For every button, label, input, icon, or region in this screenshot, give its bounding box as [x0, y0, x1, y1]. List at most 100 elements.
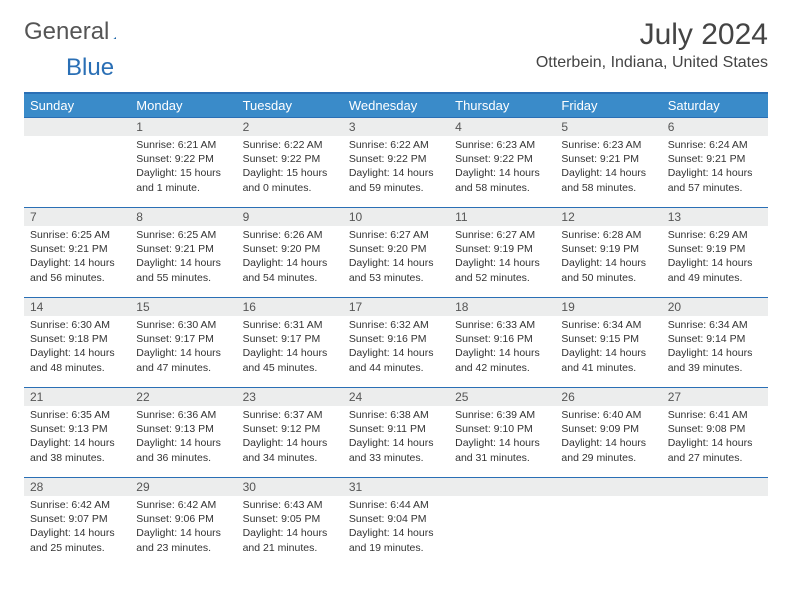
sunrise-text: Sunrise: 6:43 AM — [243, 498, 337, 512]
weekday-header: Friday — [555, 93, 661, 117]
day-number: 10 — [343, 207, 449, 226]
sunrise-text: Sunrise: 6:42 AM — [136, 498, 230, 512]
day-details: Sunrise: 6:24 AMSunset: 9:21 PMDaylight:… — [662, 136, 768, 199]
calendar-cell: 27Sunrise: 6:41 AMSunset: 9:08 PMDayligh… — [662, 387, 768, 477]
day-details: Sunrise: 6:40 AMSunset: 9:09 PMDaylight:… — [555, 406, 661, 469]
daylight-text: Daylight: 14 hours and 34 minutes. — [243, 436, 337, 464]
day-number: 2 — [237, 117, 343, 136]
sunset-text: Sunset: 9:19 PM — [455, 242, 549, 256]
sunrise-text: Sunrise: 6:31 AM — [243, 318, 337, 332]
weekday-header-row: SundayMondayTuesdayWednesdayThursdayFrid… — [24, 93, 768, 117]
calendar-cell: 23Sunrise: 6:37 AMSunset: 9:12 PMDayligh… — [237, 387, 343, 477]
sunrise-text: Sunrise: 6:35 AM — [30, 408, 124, 422]
calendar-body: 1Sunrise: 6:21 AMSunset: 9:22 PMDaylight… — [24, 117, 768, 567]
sunrise-text: Sunrise: 6:28 AM — [561, 228, 655, 242]
day-details: Sunrise: 6:35 AMSunset: 9:13 PMDaylight:… — [24, 406, 130, 469]
calendar-table: SundayMondayTuesdayWednesdayThursdayFrid… — [24, 92, 768, 567]
sunset-text: Sunset: 9:15 PM — [561, 332, 655, 346]
sunrise-text: Sunrise: 6:29 AM — [668, 228, 762, 242]
calendar-cell: 21Sunrise: 6:35 AMSunset: 9:13 PMDayligh… — [24, 387, 130, 477]
sunset-text: Sunset: 9:19 PM — [668, 242, 762, 256]
calendar-cell: 30 Sunrise: 6:43 AMSunset: 9:05 PMDayligh… — [237, 477, 343, 567]
day-details: Sunrise: 6:25 AMSunset: 9:21 PMDaylight:… — [24, 226, 130, 289]
day-details: Sunrise: 6:30 AMSunset: 9:17 PMDaylight:… — [130, 316, 236, 379]
day-details: Sunrise: 6:44 AMSunset: 9:04 PMDaylight:… — [343, 496, 449, 559]
day-number: 9 — [237, 207, 343, 226]
weekday-header: Wednesday — [343, 93, 449, 117]
calendar-cell: 3Sunrise: 6:22 AMSunset: 9:22 PMDaylight… — [343, 117, 449, 207]
sunset-text: Sunset: 9:22 PM — [349, 152, 443, 166]
day-number: 4 — [449, 117, 555, 136]
day-number: 30 — [237, 477, 343, 496]
sunset-text: Sunset: 9:17 PM — [136, 332, 230, 346]
day-number-empty — [24, 117, 130, 136]
daylight-text: Daylight: 14 hours and 49 minutes. — [668, 256, 762, 284]
calendar-row: 7Sunrise: 6:25 AMSunset: 9:21 PMDaylight… — [24, 207, 768, 297]
day-details: Sunrise: 6:41 AMSunset: 9:08 PMDaylight:… — [662, 406, 768, 469]
calendar-cell: 26Sunrise: 6:40 AMSunset: 9:09 PMDayligh… — [555, 387, 661, 477]
day-details: Sunrise: 6:42 AMSunset: 9:07 PMDaylight:… — [24, 496, 130, 559]
day-details: Sunrise: 6:38 AMSunset: 9:11 PMDaylight:… — [343, 406, 449, 469]
day-number: 8 — [130, 207, 236, 226]
day-number: 26 — [555, 387, 661, 406]
sunset-text: Sunset: 9:09 PM — [561, 422, 655, 436]
sunrise-text: Sunrise: 6:37 AM — [243, 408, 337, 422]
day-number: 23 — [237, 387, 343, 406]
calendar-cell: 13Sunrise: 6:29 AMSunset: 9:19 PMDayligh… — [662, 207, 768, 297]
sunset-text: Sunset: 9:20 PM — [349, 242, 443, 256]
day-number: 27 — [662, 387, 768, 406]
daylight-text: Daylight: 14 hours and 19 minutes. — [349, 526, 443, 554]
day-number: 16 — [237, 297, 343, 316]
day-number: 31 — [343, 477, 449, 496]
sunrise-text: Sunrise: 6:32 AM — [349, 318, 443, 332]
sunset-text: Sunset: 9:19 PM — [561, 242, 655, 256]
calendar-cell: 20Sunrise: 6:34 AMSunset: 9:14 PMDayligh… — [662, 297, 768, 387]
sunset-text: Sunset: 9:21 PM — [668, 152, 762, 166]
day-details: Sunrise: 6:31 AMSunset: 9:17 PMDaylight:… — [237, 316, 343, 379]
calendar-cell: 18Sunrise: 6:33 AMSunset: 9:16 PMDayligh… — [449, 297, 555, 387]
sunset-text: Sunset: 9:21 PM — [30, 242, 124, 256]
sunset-text: Sunset: 9:07 PM — [30, 512, 124, 526]
day-details: Sunrise: 6:30 AMSunset: 9:18 PMDaylight:… — [24, 316, 130, 379]
calendar-cell: 31Sunrise: 6:44 AMSunset: 9:04 PMDayligh… — [343, 477, 449, 567]
daylight-text: Daylight: 14 hours and 52 minutes. — [455, 256, 549, 284]
daylight-text: Daylight: 14 hours and 48 minutes. — [30, 346, 124, 374]
sunset-text: Sunset: 9:21 PM — [136, 242, 230, 256]
day-details: Sunrise: 6:22 AMSunset: 9:22 PMDaylight:… — [237, 136, 343, 199]
calendar-row: 21Sunrise: 6:35 AMSunset: 9:13 PMDayligh… — [24, 387, 768, 477]
day-number: 24 — [343, 387, 449, 406]
calendar-cell: 14Sunrise: 6:30 AMSunset: 9:18 PMDayligh… — [24, 297, 130, 387]
sunrise-text: Sunrise: 6:27 AM — [455, 228, 549, 242]
logo: General — [24, 18, 135, 46]
day-details: Sunrise: 6:33 AMSunset: 9:16 PMDaylight:… — [449, 316, 555, 379]
day-number: 6 — [662, 117, 768, 136]
day-number-empty — [555, 477, 661, 496]
sunset-text: Sunset: 9:22 PM — [455, 152, 549, 166]
day-number: 22 — [130, 387, 236, 406]
calendar-cell: 12Sunrise: 6:28 AMSunset: 9:19 PMDayligh… — [555, 207, 661, 297]
day-number: 7 — [24, 207, 130, 226]
sunrise-text: Sunrise: 6:30 AM — [30, 318, 124, 332]
calendar-cell: 10Sunrise: 6:27 AMSunset: 9:20 PMDayligh… — [343, 207, 449, 297]
calendar-cell — [449, 477, 555, 567]
sunset-text: Sunset: 9:05 PM — [243, 512, 337, 526]
sunset-text: Sunset: 9:13 PM — [136, 422, 230, 436]
daylight-text: Daylight: 14 hours and 58 minutes. — [455, 166, 549, 194]
day-details: Sunrise: 6:37 AMSunset: 9:12 PMDaylight:… — [237, 406, 343, 469]
calendar-cell: 6Sunrise: 6:24 AMSunset: 9:21 PMDaylight… — [662, 117, 768, 207]
daylight-text: Daylight: 14 hours and 44 minutes. — [349, 346, 443, 374]
sunset-text: Sunset: 9:13 PM — [30, 422, 124, 436]
calendar-cell: 9Sunrise: 6:26 AMSunset: 9:20 PMDaylight… — [237, 207, 343, 297]
calendar-row: 1Sunrise: 6:21 AMSunset: 9:22 PMDaylight… — [24, 117, 768, 207]
day-details: Sunrise: 6:28 AMSunset: 9:19 PMDaylight:… — [555, 226, 661, 289]
daylight-text: Daylight: 14 hours and 21 minutes. — [243, 526, 337, 554]
day-number: 21 — [24, 387, 130, 406]
sunset-text: Sunset: 9:22 PM — [243, 152, 337, 166]
day-number: 3 — [343, 117, 449, 136]
daylight-text: Daylight: 14 hours and 58 minutes. — [561, 166, 655, 194]
sunrise-text: Sunrise: 6:34 AM — [561, 318, 655, 332]
logo-sail-icon — [113, 18, 116, 34]
day-details: Sunrise: 6:22 AMSunset: 9:22 PMDaylight:… — [343, 136, 449, 199]
calendar-cell: 24Sunrise: 6:38 AMSunset: 9:11 PMDayligh… — [343, 387, 449, 477]
sunrise-text: Sunrise: 6:44 AM — [349, 498, 443, 512]
